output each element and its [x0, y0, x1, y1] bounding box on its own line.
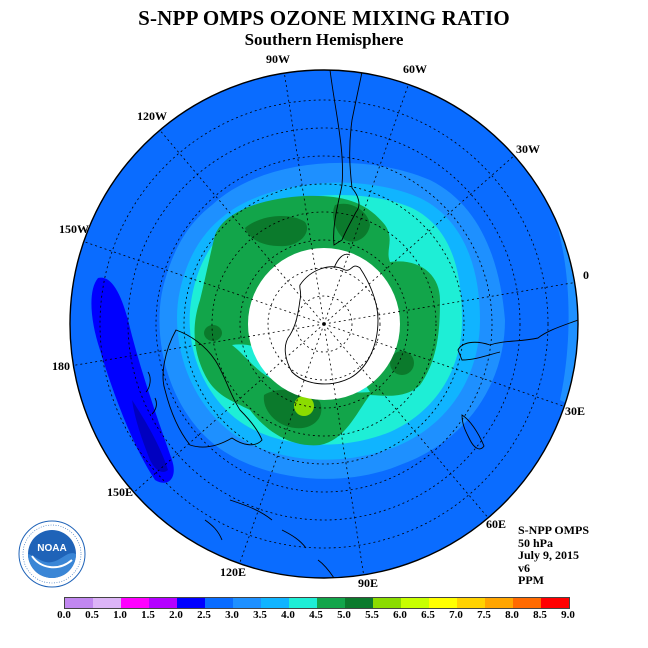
colorbar-cell — [429, 598, 457, 608]
lon-label-30e: 30E — [565, 404, 586, 418]
colorbar-cell — [65, 598, 93, 608]
lon-label-180: 180 — [52, 359, 70, 373]
colorbar-tick-label: 6.5 — [421, 609, 435, 621]
ozone-low-1-5 — [91, 277, 174, 483]
colorbar-tick-label: 0.5 — [85, 609, 99, 621]
info-level: 50 hPa — [518, 535, 554, 550]
map-title: S-NPP OMPS OZONE MIXING RATIO — [138, 6, 510, 30]
colorbar-tick-label: 3.0 — [225, 609, 239, 621]
colorbar-cell — [149, 598, 177, 608]
coastlines — [145, 70, 578, 578]
noaa-logo-text: NOAA — [37, 543, 66, 554]
colorbar-tick-label: 1.5 — [141, 609, 155, 621]
colorbar-cell — [541, 598, 569, 608]
colorbar-cell — [513, 598, 541, 608]
colorbar-tick-label: 8.5 — [533, 609, 547, 621]
colorbar-tick-label: 5.0 — [337, 609, 351, 621]
lon-label-90e: 90E — [358, 576, 379, 590]
lon-label-0: 0 — [583, 268, 589, 282]
ozone-core-5-0-d — [204, 325, 222, 341]
colorbar-tick-label: 9.0 — [561, 609, 575, 621]
info-units: PPM — [518, 573, 544, 587]
colorbar-tick-label: 8.0 — [505, 609, 519, 621]
colorbar-tick-label: 7.0 — [449, 609, 463, 621]
colorbar-cell — [345, 598, 373, 608]
colorbar-cell — [205, 598, 233, 608]
map-border — [69, 69, 579, 579]
lon-label-90w: 90W — [266, 52, 290, 66]
colorbar-tick-label: 0.0 — [57, 609, 71, 621]
colorbar-tick-label: 1.0 — [113, 609, 127, 621]
colorbar-cell — [317, 598, 345, 608]
info-date: July 9, 2015 — [518, 548, 580, 562]
colorbar-cell — [93, 598, 121, 608]
colorbar-tick-label: 5.5 — [365, 609, 379, 621]
colorbar-tick-label: 4.5 — [309, 609, 323, 621]
colorbar-cell — [177, 598, 205, 608]
colorbar-tick-label: 2.0 — [169, 609, 183, 621]
colorbar-cell — [233, 598, 261, 608]
ozone-band-east — [548, 180, 578, 420]
lon-label-150w: 150W — [59, 222, 89, 236]
info-instrument: S-NPP OMPS — [518, 523, 589, 537]
info-block: S-NPP OMPS 50 hPa July 9, 2015 v6 PPM — [518, 524, 589, 587]
colorbar-cell — [457, 598, 485, 608]
colorbar-cell — [261, 598, 289, 608]
colorbar-cell — [485, 598, 513, 608]
info-version: v6 — [518, 560, 530, 575]
ozone-max-5-5 — [294, 396, 314, 416]
lon-label-120w: 120W — [137, 109, 167, 123]
lon-label-120e: 120E — [220, 565, 247, 579]
colorbar-tick-label: 3.5 — [253, 609, 267, 621]
lon-label-60w: 60W — [403, 62, 427, 76]
colorbar-tick-label: 4.0 — [281, 609, 295, 621]
colorbar-cell — [121, 598, 149, 608]
colorbar-cell — [373, 598, 401, 608]
lon-label-150e: 150E — [107, 485, 134, 499]
ozone-core-5-0-a — [245, 216, 308, 247]
colorbar — [64, 597, 570, 609]
colorbar-cell — [289, 598, 317, 608]
colorbar-cell — [401, 598, 429, 608]
lon-label-30w: 30W — [516, 142, 540, 156]
ozone-low-1-5-core — [132, 400, 168, 472]
ozone-core-5-0-e — [390, 351, 414, 375]
meridians — [70, 70, 578, 578]
noaa-logo: NOAA — [18, 520, 86, 588]
map-subtitle: Southern Hemisphere — [244, 30, 404, 49]
colorbar-tick-label: 6.0 — [393, 609, 407, 621]
lon-label-60e: 60E — [486, 517, 507, 531]
colorbar-tick-label: 2.5 — [197, 609, 211, 621]
colorbar-tick-label: 7.5 — [477, 609, 491, 621]
